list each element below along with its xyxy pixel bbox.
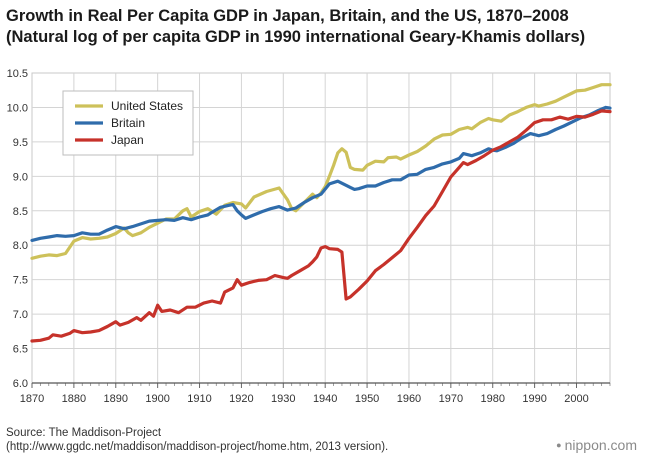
brand-dot-icon: ● [556, 440, 562, 450]
x-tick-label-1900: 1900 [145, 393, 169, 405]
x-tick-label-1950: 1950 [355, 393, 379, 405]
legend-label-japan: Japan [111, 133, 144, 147]
x-tick-label-1960: 1960 [397, 393, 421, 405]
y-tick-label-7-5: 7.5 [13, 275, 28, 287]
x-tick-label-1920: 1920 [229, 393, 253, 405]
y-tick-label-10-5: 10.5 [7, 68, 28, 80]
legend-label-britain: Britain [111, 116, 145, 130]
y-tick-label-8-0: 8.0 [13, 240, 28, 252]
source-line-2: (http://www.ggdc.net/maddison/maddison-p… [6, 441, 389, 453]
series-line-britain [30, 105, 612, 242]
chart-subtitle: (Natural log of per capita GDP in 1990 i… [6, 28, 586, 46]
x-tick-label-1940: 1940 [313, 393, 337, 405]
x-tick-label-2000: 2000 [564, 393, 588, 405]
x-tick-label-1870: 1870 [20, 393, 44, 405]
x-tick-label-1910: 1910 [187, 393, 211, 405]
legend-label-united-states: United States [111, 99, 183, 113]
series-line-japan [30, 109, 612, 343]
y-tick-label-8-5: 8.5 [13, 206, 28, 218]
x-tick-label-1930: 1930 [271, 393, 295, 405]
x-tick-label-1980: 1980 [480, 393, 504, 405]
chart-title-block: Growth in Real Per Capita GDP in Japan, … [6, 6, 646, 48]
y-tick-label-9-5: 9.5 [13, 137, 28, 149]
brand-logo: ● nippon.com [556, 437, 637, 453]
y-tick-label-6-0: 6.0 [13, 378, 28, 390]
x-tick-label-1970: 1970 [439, 393, 463, 405]
source-note: Source: The Maddison-Project (http://www… [6, 426, 388, 454]
y-tick-label-6-5: 6.5 [13, 344, 28, 356]
x-tick-label-1990: 1990 [522, 393, 546, 405]
y-tick-label-9-0: 9.0 [13, 171, 28, 183]
brand-name: nippon.com [564, 437, 637, 453]
chart-title: Growth in Real Per Capita GDP in Japan, … [6, 7, 569, 25]
y-tick-label-10-0: 10.0 [7, 102, 28, 114]
series-line-united-states [30, 83, 612, 260]
x-tick-label-1890: 1890 [104, 393, 128, 405]
x-tick-label-1880: 1880 [62, 393, 86, 405]
y-tick-label-7-0: 7.0 [13, 309, 28, 321]
source-line-1: Source: The Maddison-Project [6, 427, 162, 439]
